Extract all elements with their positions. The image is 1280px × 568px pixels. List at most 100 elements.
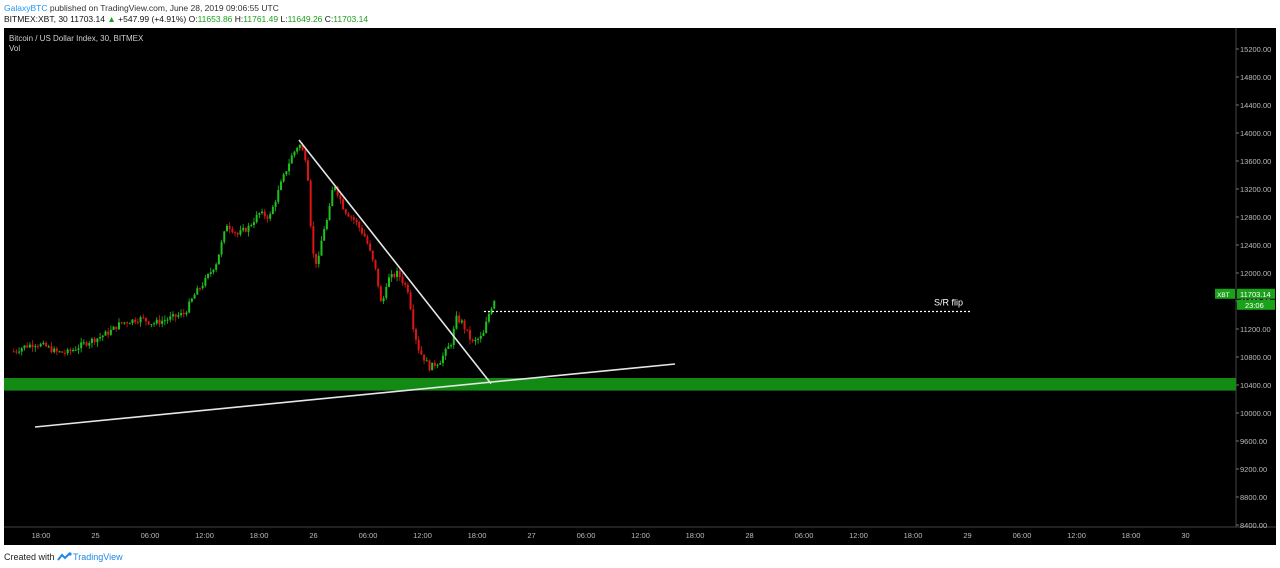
candle-down [336, 187, 339, 196]
x-tick-label: 26 [309, 531, 317, 540]
candle-down [115, 326, 118, 330]
candle-up [212, 269, 215, 273]
candle-down [433, 362, 436, 366]
y-tick-label: 10400.00 [1240, 381, 1271, 390]
price-tag-label: 11703.14 [1240, 290, 1271, 299]
candle-down [352, 217, 355, 220]
candle-down [339, 195, 342, 200]
close-label: C: [324, 14, 334, 24]
x-tick-label: 06:00 [577, 531, 596, 540]
candle-down [404, 282, 407, 285]
candle-up [109, 329, 112, 335]
candle-up [325, 220, 328, 230]
candle-up [328, 206, 331, 221]
candle-down [371, 250, 374, 260]
x-tick-label: 27 [527, 531, 535, 540]
candle-up [487, 313, 490, 322]
candle-up [396, 270, 399, 277]
candle-up [90, 338, 93, 344]
candle-down [50, 346, 53, 353]
candle-up [112, 326, 115, 330]
y-tick-label: 12000.00 [1240, 269, 1271, 278]
candle-down [463, 320, 466, 330]
candle-up [34, 346, 37, 348]
candle-up [282, 174, 285, 182]
candle-up [269, 213, 272, 219]
x-tick-label: 18:00 [1122, 531, 1141, 540]
candle-up [155, 319, 158, 324]
candle-up [180, 313, 183, 316]
candle-down [417, 339, 420, 351]
candle-up [20, 348, 23, 352]
candle-down [366, 236, 369, 244]
candle-down [414, 329, 417, 340]
candle-down [93, 338, 96, 343]
y-tick-label: 12400.00 [1240, 241, 1271, 250]
candle-up [436, 364, 439, 366]
candle-down [263, 211, 266, 217]
y-tick-label: 14000.00 [1240, 129, 1271, 138]
price-chart[interactable]: 15200.00 14800.00 14400.00 14000.00 13600.00… [4, 28, 1276, 545]
candle-down [379, 286, 382, 302]
candle-up [28, 344, 31, 348]
candle-down [412, 309, 415, 330]
tradingview-link[interactable]: TradingView [73, 552, 123, 562]
candle-down [61, 351, 64, 353]
candle-up [23, 345, 26, 349]
x-tick-label: 12:00 [413, 531, 432, 540]
y-tick-label: 14400.00 [1240, 101, 1271, 110]
candle-up [455, 315, 458, 329]
candle-down [12, 351, 15, 353]
candle-up [333, 187, 336, 191]
candle-down [85, 342, 88, 346]
y-tick-label: 9600.00 [1240, 437, 1267, 446]
candle-down [358, 221, 361, 228]
chart-title: Bitcoin / US Dollar Index, 30, BITMEX [9, 34, 144, 43]
candle-up [223, 231, 226, 243]
chart-panel[interactable]: 15200.00 14800.00 14400.00 14000.00 13600.00… [4, 28, 1276, 545]
price-tag-box [1237, 288, 1275, 299]
candle-down [315, 253, 318, 264]
low-value: 11649.26 [287, 14, 323, 24]
publish-line: GalaxyBTC published on TradingView.com, … [4, 3, 279, 13]
candle-up [47, 346, 50, 348]
y-tick-label: 10000.00 [1240, 409, 1271, 418]
candle-up [477, 338, 480, 340]
candle-up [53, 348, 56, 353]
candle-up [72, 349, 75, 352]
ticker: BITMEX:XBT, 30 [4, 14, 68, 24]
y-tick-label: 12800.00 [1240, 213, 1271, 222]
candle-up [171, 314, 174, 317]
candle-down [55, 348, 58, 352]
candle-down [144, 317, 147, 322]
candle-up [261, 211, 264, 214]
rising-trendline [34, 363, 676, 428]
candle-up [82, 342, 85, 344]
candle-down [31, 344, 34, 348]
candle-up [128, 323, 131, 325]
open-label: O: [188, 14, 198, 24]
x-tick-label: 18:00 [32, 531, 51, 540]
author-link[interactable]: GalaxyBTC [4, 3, 48, 13]
candle-down [136, 322, 139, 324]
candle-up [387, 277, 390, 287]
candle-up [317, 255, 320, 264]
candle-down [15, 351, 18, 353]
candle-down [406, 284, 409, 293]
candle-up [209, 272, 212, 274]
candle-up [252, 222, 255, 226]
candle-up [331, 190, 334, 207]
candle-down [309, 180, 312, 227]
countdown-box [1237, 299, 1275, 310]
candle-up [18, 351, 21, 353]
candle-up [99, 337, 102, 339]
candle-down [401, 276, 404, 283]
candle-down [398, 270, 401, 277]
candle-up [217, 254, 220, 265]
x-tick-label: 06:00 [795, 531, 814, 540]
candle-down [120, 322, 123, 324]
candle-down [312, 226, 315, 254]
candle-down [244, 228, 247, 232]
candle-up [77, 348, 80, 350]
candle-up [150, 324, 153, 326]
